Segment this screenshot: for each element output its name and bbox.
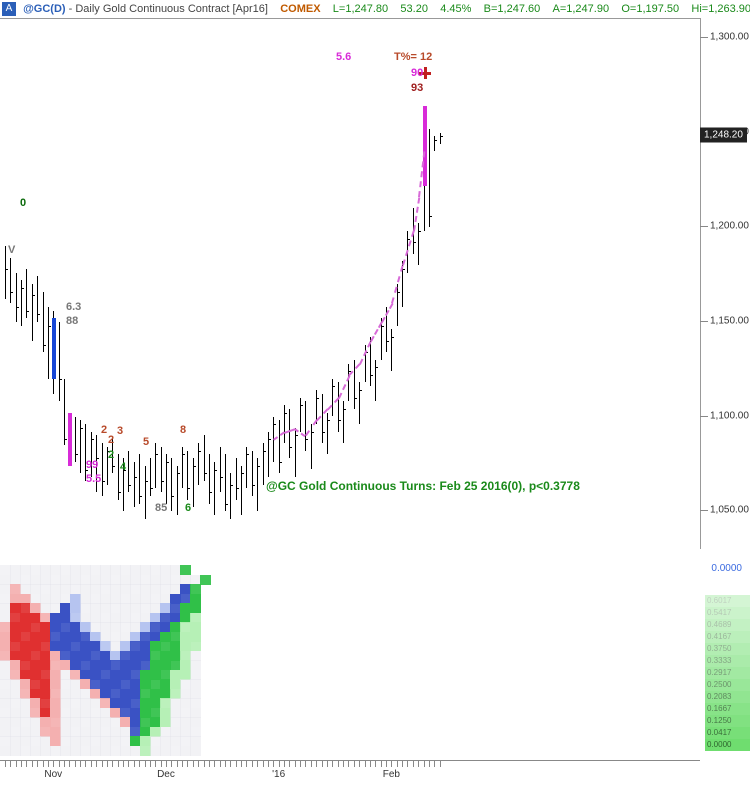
heat-scale-label: 0.6017 [705,595,750,607]
y-tick-label: 1,150.00 [710,315,749,326]
indicator-top-label: 0.0000 [711,563,742,574]
x-tick-label: Dec [157,769,175,780]
chart-annotation: 5.5 [86,473,101,485]
y-tick-label: 1,200.00 [710,221,749,232]
symbol-title: - Daily Gold Continuous Contract [Apr16] [69,3,268,15]
heat-scale-label: 0.2083 [705,691,750,703]
exchange: COMEX [280,3,320,15]
chart-annotation: 8 [180,424,186,436]
chart-annotation: 6.3 [66,301,81,313]
chart-annotation: 85 [155,502,167,514]
heat-scale-label: 0.1250 [705,715,750,727]
x-tick-label: Feb [383,769,400,780]
quote-B: B=1,247.60 [484,3,541,15]
price-chart-panel[interactable]: 0V6.388995.522324588565.6T%= 129093@GC G… [0,18,701,549]
heat-scale-label: 0.3750 [705,643,750,655]
chart-header: A @GC(D) - Daily Gold Continuous Contrac… [0,0,750,18]
heat-scale-label: 0.4689 [705,619,750,631]
heat-scale-label: 0.5417 [705,607,750,619]
app-logo-icon: A [2,2,16,16]
chart-annotation: 99 [86,459,98,471]
signal-marker [68,413,72,466]
quote-pct: 4.45% [440,3,471,15]
x-tick-label: Nov [44,769,62,780]
chart-annotation: 0 [20,197,26,209]
chart-annotation: 3 [117,425,123,437]
x-tick-label: '16 [272,769,285,780]
heat-scale-label: 0.0000 [705,739,750,751]
signal-marker [52,318,56,379]
chart-annotation: 5.6 [336,51,351,63]
time-axis: Nov Dec '16 Feb [0,760,700,791]
heat-scale-label: 0.2917 [705,667,750,679]
y-tick-label: 1,050.00 [710,505,749,516]
chart-annotation: 90 [411,67,423,79]
quote-chg: 53.20 [400,3,428,15]
chart-annotation: 2 [108,449,114,461]
heat-scale-label: 0.1667 [705,703,750,715]
chart-annotation: T%= 12 [394,51,432,63]
quote-Hi: Hi=1,263.90 [691,3,750,15]
chart-root: A @GC(D) - Daily Gold Continuous Contrac… [0,0,750,793]
heat-scale-label: 0.4167 [705,631,750,643]
last-price-marker: 1,248.20 [700,127,747,142]
chart-annotation: 4 [120,461,126,473]
quote-L: L=1,247.80 [333,3,388,15]
quote-A: A=1,247.90 [553,3,610,15]
chart-annotation: 5 [143,436,149,448]
y-tick-label: 1,100.00 [710,410,749,421]
signal-marker [423,106,427,186]
heat-scale-label: 0.0417 [705,727,750,739]
chart-annotation: 93 [411,82,423,94]
chart-caption: @GC Gold Continuous Turns: Feb 25 2016(0… [266,479,580,493]
heatmap-scale: 0.60170.54170.46890.41670.37500.33330.29… [705,565,750,755]
chart-annotation: 6 [185,502,191,514]
indicator-heatmap-panel[interactable] [0,565,440,755]
heat-scale-label: 0.3333 [705,655,750,667]
chart-annotation: 88 [66,315,78,327]
chart-annotation: V [8,244,15,256]
chart-annotation: 2 [108,434,114,446]
heat-scale-label: 0.2500 [705,679,750,691]
quote-O: O=1,197.50 [621,3,679,15]
symbol-code: @GC(D) [23,3,66,15]
price-y-axis: 1,050.001,100.001,150.001,200.001,250.00… [700,18,750,548]
chart-annotation: 2 [101,424,107,436]
y-tick-label: 1,300.00 [710,31,749,42]
